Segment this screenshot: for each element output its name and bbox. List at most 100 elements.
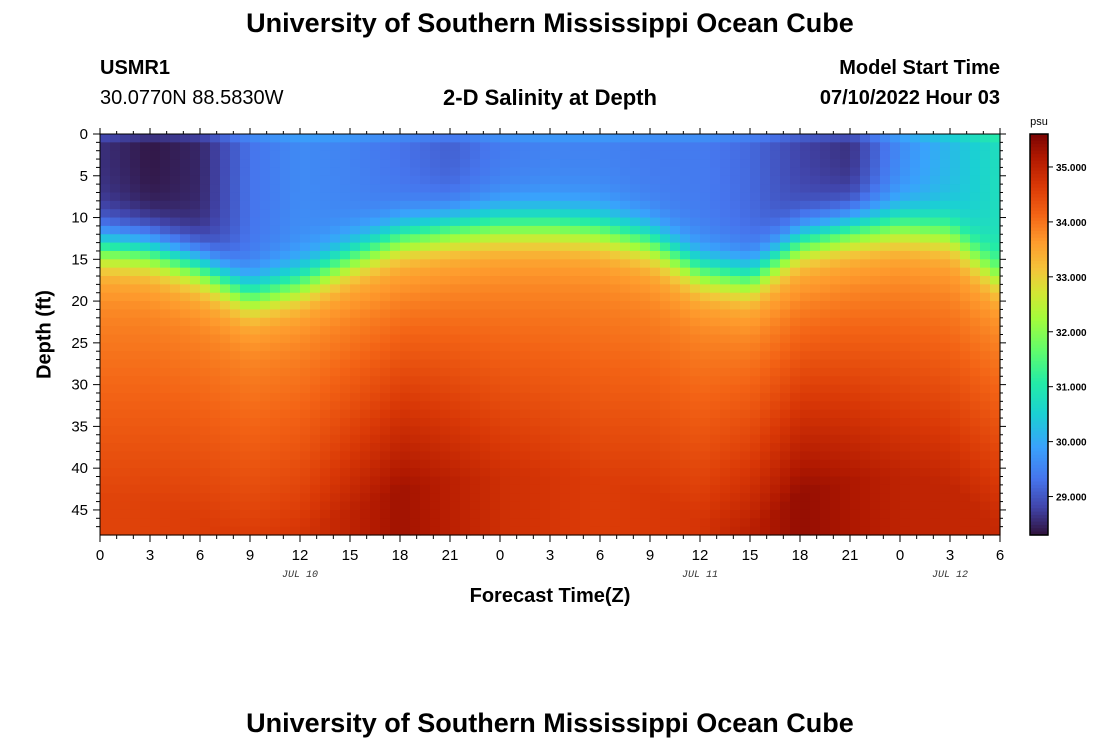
heatmap-cell	[780, 267, 791, 277]
heatmap-cell	[530, 184, 541, 194]
heatmap-cell	[410, 518, 421, 528]
heatmap-cell	[980, 267, 991, 277]
heatmap-cell	[150, 159, 161, 169]
heatmap-cell	[820, 409, 831, 419]
heatmap-cell	[700, 250, 711, 260]
heatmap-cell	[760, 484, 771, 494]
heatmap-cell	[380, 134, 391, 143]
colorbar-swatch	[1030, 247, 1048, 252]
heatmap-cell	[690, 134, 701, 143]
heatmap-cell	[940, 376, 951, 386]
heatmap-cell	[940, 184, 951, 194]
heatmap-cell	[340, 317, 351, 327]
heatmap-cell	[620, 459, 631, 469]
heatmap-cell	[430, 159, 441, 169]
heatmap-cell	[610, 250, 621, 260]
heatmap-cell	[460, 317, 471, 327]
heatmap-cell	[690, 167, 701, 177]
heatmap-cell	[120, 209, 131, 219]
heatmap-cell	[230, 225, 241, 235]
heatmap-cell	[480, 526, 491, 536]
heatmap-cell	[550, 142, 561, 152]
heatmap-cell	[410, 184, 421, 194]
heatmap-cell	[430, 409, 441, 419]
heatmap-cell	[640, 326, 651, 336]
heatmap-cell	[890, 301, 901, 311]
heatmap-cell	[310, 192, 321, 202]
heatmap-cell	[650, 426, 661, 436]
heatmap-cell	[970, 150, 981, 160]
heatmap-cell	[100, 376, 111, 386]
heatmap-cell	[430, 242, 441, 252]
heatmap-cell	[450, 225, 461, 235]
heatmap-cell	[450, 276, 461, 285]
heatmap-cell	[920, 200, 931, 210]
heatmap-cell	[750, 376, 761, 386]
heatmap-cell	[260, 334, 271, 344]
heatmap-cell	[310, 526, 321, 536]
heatmap-cell	[670, 518, 681, 528]
heatmap-cell	[930, 192, 941, 202]
colorbar-swatch	[1030, 244, 1048, 249]
heatmap-cell	[960, 209, 971, 219]
heatmap-cell	[980, 493, 991, 503]
heatmap-cell	[780, 518, 791, 528]
heatmap-cell	[620, 342, 631, 352]
heatmap-cell	[360, 326, 371, 336]
heatmap-cell	[290, 476, 301, 486]
heatmap-cell	[730, 401, 741, 411]
heatmap-cell	[330, 209, 341, 219]
heatmap-cell	[700, 518, 711, 528]
heatmap-cell	[120, 384, 131, 394]
colorbar-swatch	[1030, 311, 1048, 316]
heatmap-cell	[840, 451, 851, 461]
heatmap-cell	[140, 276, 151, 285]
heatmap-cell	[910, 184, 921, 194]
heatmap-cell	[310, 326, 321, 336]
heatmap-cell	[580, 276, 591, 285]
heatmap-cell	[390, 484, 401, 494]
heatmap-cell	[610, 317, 621, 327]
heatmap-cell	[210, 493, 221, 503]
heatmap-cell	[260, 367, 271, 377]
heatmap-cell	[200, 142, 211, 152]
heatmap-cell	[110, 150, 121, 160]
heatmap-cell	[990, 468, 1001, 478]
heatmap-cell	[360, 175, 371, 185]
heatmap-cell	[190, 342, 201, 352]
heatmap-cell	[720, 167, 731, 177]
heatmap-cell	[100, 426, 111, 436]
heatmap-cell	[710, 292, 721, 302]
heatmap-cell	[640, 451, 651, 461]
colorbar-swatch	[1030, 204, 1048, 209]
heatmap-cell	[820, 384, 831, 394]
heatmap-cell	[550, 184, 561, 194]
heatmap-cell	[170, 326, 181, 336]
heatmap-cell	[880, 426, 891, 436]
heatmap-cell	[150, 142, 161, 152]
heatmap-cell	[490, 518, 501, 528]
heatmap-cell	[860, 317, 871, 327]
colorbar-frame	[1029, 133, 1049, 536]
heatmap-cell	[490, 451, 501, 461]
heatmap-cell	[630, 468, 641, 478]
heatmap-cell	[200, 200, 211, 210]
heatmap-cell	[860, 526, 871, 536]
heatmap-cell	[310, 476, 321, 486]
heatmap-cell	[170, 384, 181, 394]
heatmap-cell	[720, 134, 731, 143]
heatmap-cell	[900, 200, 911, 210]
heatmap-cell	[540, 326, 551, 336]
heatmap-cell	[130, 192, 141, 202]
heatmap-cell	[380, 359, 391, 369]
heatmap-cell	[120, 459, 131, 469]
heatmap-cell	[390, 476, 401, 486]
heatmap-cell	[490, 134, 501, 143]
heatmap-cell	[180, 175, 191, 185]
heatmap-cell	[190, 184, 201, 194]
heatmap-cell	[760, 401, 771, 411]
heatmap-cell	[740, 501, 751, 511]
heatmap-cell	[160, 426, 171, 436]
heatmap-cell	[980, 175, 991, 185]
heatmap-cell	[410, 234, 421, 244]
